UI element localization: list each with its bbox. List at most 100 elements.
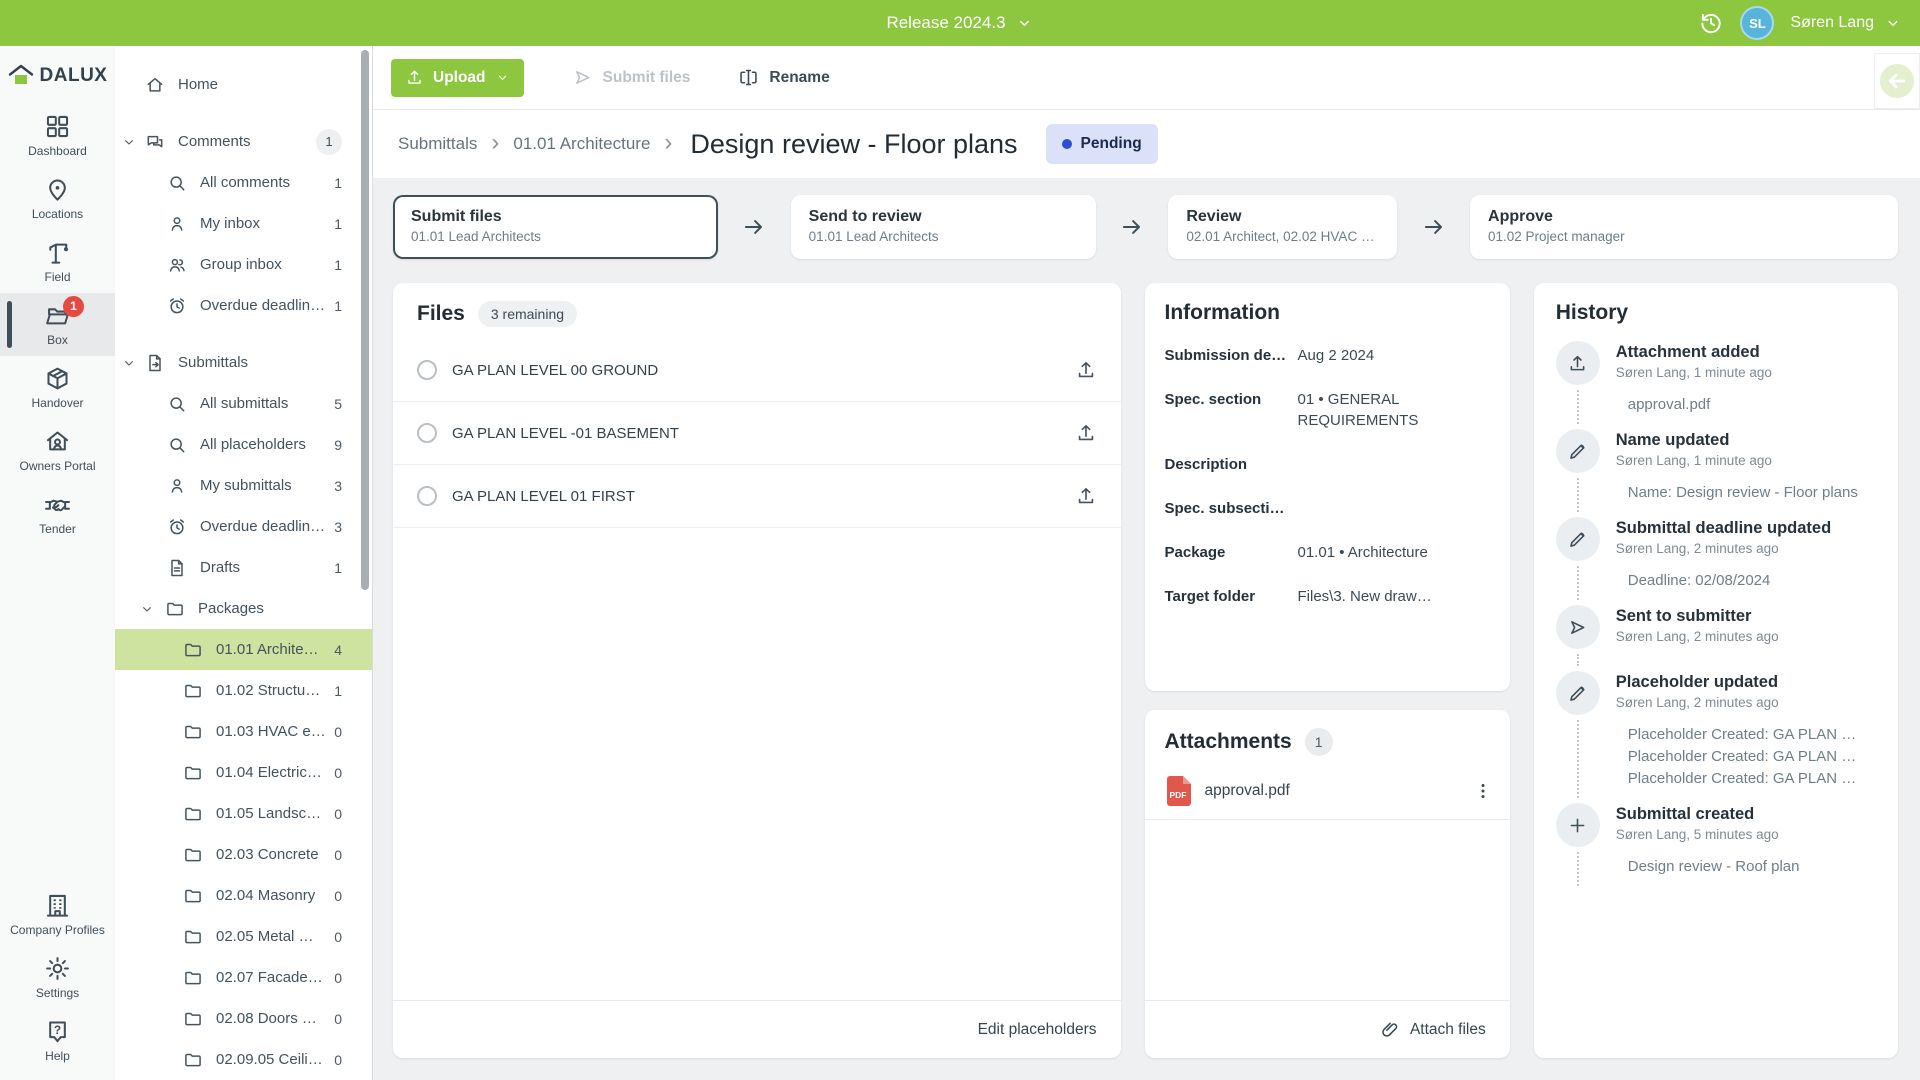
sidebar-section-packages[interactable]: Packages xyxy=(115,588,372,629)
upload-icon[interactable] xyxy=(1075,485,1097,507)
breadcrumb-separator: › xyxy=(664,128,673,156)
rail-item-locations[interactable]: Locations xyxy=(0,167,115,230)
collapse-panel-button[interactable] xyxy=(1874,53,1920,109)
files-footer: Edit placeholders xyxy=(393,1000,1121,1058)
rail-item-field[interactable]: Field xyxy=(0,230,115,293)
sidebar-item-all-placeholders[interactable]: All placeholders 9 xyxy=(115,424,372,465)
rail-item-help[interactable]: Help xyxy=(0,1009,115,1072)
folder-icon xyxy=(183,640,203,660)
sidebar-item-drafts[interactable]: Drafts 1 xyxy=(115,547,372,588)
workflow-arrow xyxy=(1397,214,1470,240)
sidebar-item-all-comments[interactable]: All comments 1 xyxy=(115,162,372,203)
rail-item-settings[interactable]: Settings xyxy=(0,946,115,1009)
folder-icon xyxy=(183,886,203,906)
history-entry-detail: Design review - Roof plan xyxy=(1627,858,1800,875)
dalux-logo[interactable]: DALUX xyxy=(0,56,115,104)
breadcrumb-submittals[interactable]: Submittals xyxy=(398,134,478,153)
file-radio[interactable] xyxy=(417,360,437,380)
plus-icon xyxy=(1555,803,1600,847)
attachments-count-badge: 1 xyxy=(1304,728,1333,756)
file-row[interactable]: GA PLAN LEVEL -01 BASEMENT xyxy=(393,402,1121,465)
rail-item-handover[interactable]: Handover xyxy=(0,356,115,419)
sidebar-section-comments[interactable]: Comments 1 xyxy=(115,121,372,162)
sidebar-item-home[interactable]: Home xyxy=(115,64,372,105)
rail-label: Box xyxy=(47,333,68,347)
sidebar-item-package-0102-structural[interactable]: 01.02 Structu… 1 xyxy=(115,670,372,711)
sidebar-item-package-0204-masonry[interactable]: 02.04 Masonry 0 xyxy=(115,875,372,916)
history-entry-title: Attachment added xyxy=(1615,343,1760,361)
attachments-footer: Attach files xyxy=(1144,1000,1510,1058)
sidebar-item-label: Drafts xyxy=(200,559,241,576)
item-count: 1 xyxy=(334,174,342,191)
sidebar-item-all-submittals[interactable]: All submittals 5 xyxy=(115,383,372,424)
sidebar-item-overdue-deadlines-submittals[interactable]: Overdue deadlin… 3 xyxy=(115,506,372,547)
item-count: 1 xyxy=(334,559,342,576)
sidebar-item-package-020905-ceilings[interactable]: 02.09.05 Ceili… 0 xyxy=(115,1039,372,1080)
sidebar-item-package-0208-doors[interactable]: 02.08 Doors … 0 xyxy=(115,998,372,1039)
search-icon xyxy=(167,394,187,414)
file-radio[interactable] xyxy=(417,423,437,443)
details-column: Information Submission de… Aug 2 2024 Sp… xyxy=(1144,283,1510,1058)
history-restore-icon[interactable] xyxy=(1698,10,1724,36)
sidebar-item-package-0105-landscape[interactable]: 01.05 Landsc… 0 xyxy=(115,793,372,834)
sidebar-item-package-0205-metal[interactable]: 02.05 Metal … 0 xyxy=(115,916,372,957)
history-entry-meta: Søren Lang, 2 minutes ago xyxy=(1615,541,1779,556)
sidebar-item-package-0104-electrical[interactable]: 01.04 Electric… 0 xyxy=(115,752,372,793)
history-panel: History Attachment added Søren Lang, 1 m… xyxy=(1533,283,1898,1058)
workflow-step-approve[interactable]: Approve 01.02 Project manager xyxy=(1470,195,1899,259)
avatar[interactable]: SL xyxy=(1740,6,1775,40)
breadcrumb-package[interactable]: 01.01 Architecture xyxy=(513,134,651,153)
submit-files-button[interactable]: Submit files xyxy=(572,67,690,88)
module-rail: DALUX Dashboard Locations Field Box 1 xyxy=(0,46,115,1080)
history-entry-meta: Søren Lang, 2 minutes ago xyxy=(1615,695,1779,710)
rename-button[interactable]: Rename xyxy=(738,67,830,88)
attach-files-label: Attach files xyxy=(1409,1020,1486,1038)
sidebar-item-group-inbox[interactable]: Group inbox 1 xyxy=(115,244,372,285)
file-row[interactable]: GA PLAN LEVEL 01 FIRST xyxy=(393,465,1121,528)
item-count: 1 xyxy=(334,256,342,273)
upload-icon[interactable] xyxy=(1075,359,1097,381)
sidebar-section-submittals[interactable]: Submittals xyxy=(115,342,372,383)
attachment-row[interactable]: approval.pdf xyxy=(1144,770,1510,820)
folder-icon xyxy=(183,1009,203,1029)
workflow-step-submit-files[interactable]: Submit files 01.01 Lead Architects xyxy=(393,195,718,259)
user-menu[interactable]: Søren Lang xyxy=(1790,14,1902,32)
sidebar-item-overdue-deadlines-comments[interactable]: Overdue deadlin… 1 xyxy=(115,285,372,326)
rail-item-owners-portal[interactable]: Owners Portal xyxy=(0,419,115,482)
rail-item-company-profiles[interactable]: Company Profiles xyxy=(0,883,115,946)
workflow-step-review[interactable]: Review 02.01 Architect, 02.02 HVAC Engin… xyxy=(1168,195,1398,259)
history-entry-meta: Søren Lang, 1 minute ago xyxy=(1615,365,1772,380)
history-entry-meta: Søren Lang, 2 minutes ago xyxy=(1615,629,1779,644)
history-entry-meta: Søren Lang, 1 minute ago xyxy=(1615,453,1772,468)
sidebar-scrollbar[interactable] xyxy=(361,50,369,590)
attach-files-button[interactable]: Attach files xyxy=(1380,1020,1486,1040)
folder-icon xyxy=(183,681,203,701)
sidebar-item-package-0101-architecture[interactable]: 01.01 Archite… 4 xyxy=(115,629,372,670)
sidebar-item-package-0103-hvac[interactable]: 01.03 HVAC e… 0 xyxy=(115,711,372,752)
sidebar-item-package-0203-concrete[interactable]: 02.03 Concrete 0 xyxy=(115,834,372,875)
rail-item-box[interactable]: Box 1 xyxy=(0,293,115,356)
step-assignees: 01.01 Lead Architects xyxy=(808,229,939,244)
package-icon xyxy=(44,365,71,392)
attachments-panel: Attachments 1 approval.pdf xyxy=(1144,710,1510,1058)
rail-item-dashboard[interactable]: Dashboard xyxy=(0,104,115,167)
sidebar-item-package-0207-facade[interactable]: 02.07 Facade… 0 xyxy=(115,957,372,998)
upload-icon[interactable] xyxy=(1075,422,1097,444)
breadcrumb-separator: › xyxy=(491,128,500,156)
sidebar-item-my-submittals[interactable]: My submittals 3 xyxy=(115,465,372,506)
item-count: 0 xyxy=(334,928,342,945)
upload-button[interactable]: Upload xyxy=(391,58,524,97)
item-count: 1 xyxy=(334,215,342,232)
send-icon xyxy=(572,67,593,88)
sidebar-item-my-inbox[interactable]: My inbox 1 xyxy=(115,203,372,244)
info-value xyxy=(1298,498,1490,519)
step-title: Submit files xyxy=(411,208,502,225)
file-radio[interactable] xyxy=(417,486,437,506)
release-selector[interactable]: Release 2024.3 xyxy=(886,13,1033,33)
rail-item-tender[interactable]: Tender xyxy=(0,482,115,545)
workflow-step-send-to-review[interactable]: Send to review 01.01 Lead Architects xyxy=(790,195,1096,259)
kebab-menu-icon[interactable] xyxy=(1472,780,1494,802)
edit-placeholders-button[interactable]: Edit placeholders xyxy=(978,1021,1097,1039)
file-row[interactable]: GA PLAN LEVEL 00 GROUND xyxy=(393,339,1121,402)
